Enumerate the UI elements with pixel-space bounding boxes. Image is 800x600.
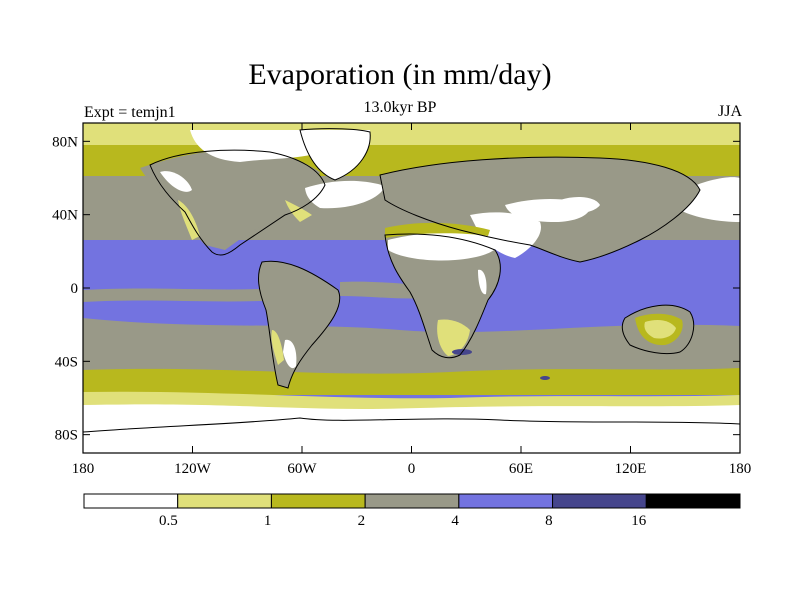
colorbar-label: 0.5: [159, 513, 178, 529]
lat-tick-label: 80S: [55, 428, 78, 444]
dark-spot-south-pacific: [540, 376, 550, 380]
colorbar: 0.5 1 2 4 8 16: [83, 493, 741, 529]
north-america-land: [140, 149, 320, 250]
chart-subtitle: 13.0kyr BP: [363, 99, 437, 116]
sahara-white: [388, 232, 500, 261]
chart-title: Evaporation (in mm/day): [248, 58, 552, 91]
coast-south-america: [258, 260, 341, 389]
coastlines: [83, 128, 740, 433]
coast-australia: [621, 304, 695, 355]
south-america-yellow: [271, 330, 284, 365]
lon-tick-label: 180: [72, 461, 95, 477]
colorbar-label: 1: [264, 513, 272, 529]
experiment-label: Expt = temjn1: [84, 104, 176, 121]
coast-africa: [384, 233, 501, 359]
colorbar-bin-3: [364, 493, 460, 509]
south-olive-band: [83, 368, 740, 395]
australia-yellow: [644, 320, 676, 339]
north-atlantic-white: [305, 180, 385, 209]
south-america-dry: [283, 339, 297, 369]
africa-land: [385, 233, 501, 358]
south-midlat-band: [83, 318, 740, 375]
arctic-canada-white: [190, 130, 330, 162]
longitude-axis: 180 120W 60W 0 60E 120E 180: [72, 123, 752, 477]
lat-tick-label: 40N: [52, 208, 78, 224]
colorbar-label: 4: [451, 513, 459, 529]
lat-tick-label: 40S: [55, 354, 78, 370]
lon-tick-label: 120W: [174, 461, 212, 477]
coast-eurasia: [379, 156, 701, 263]
yellow-na-east: [285, 200, 312, 222]
equatorial-gray-patch-1: [83, 288, 280, 302]
evaporation-map: [83, 123, 740, 453]
southern-africa-yellow: [437, 319, 470, 356]
colorbar-label: 2: [358, 513, 366, 529]
lat-tick-label: 80N: [52, 134, 78, 150]
colorbar-bin-4: [458, 493, 554, 509]
colorbar-bin-1: [177, 493, 272, 509]
lat-tick-label: 0: [71, 281, 79, 297]
colorbar-bin-5: [552, 493, 647, 509]
colorbar-label: 16: [631, 513, 647, 529]
antarctic-white: [83, 404, 740, 453]
season-label: JJA: [717, 103, 742, 120]
south-yellow-band: [83, 391, 740, 410]
lon-tick-label: 60W: [287, 461, 317, 477]
colorbar-label: 8: [545, 513, 553, 529]
colorbar-bin-6: [645, 493, 741, 509]
colorbar-bin-0: [83, 493, 179, 509]
arabia-white: [470, 212, 541, 258]
lon-tick-label: 0: [408, 461, 416, 477]
coast-greenland: [299, 128, 371, 181]
lon-tick-label: 60E: [509, 461, 533, 477]
alaska-white: [160, 171, 192, 192]
lon-tick-label: 180: [729, 461, 752, 477]
coast-north-america: [149, 149, 326, 256]
east-africa-white: [478, 269, 487, 295]
greenland-white: [300, 130, 371, 180]
colorbar-bin-2: [270, 493, 366, 509]
central-asia-white-2: [560, 197, 600, 214]
lon-tick-label: 120E: [615, 461, 647, 477]
latitude-axis: 80N 40N 0 40S 80S: [52, 134, 740, 444]
coast-antarctica: [83, 417, 740, 433]
